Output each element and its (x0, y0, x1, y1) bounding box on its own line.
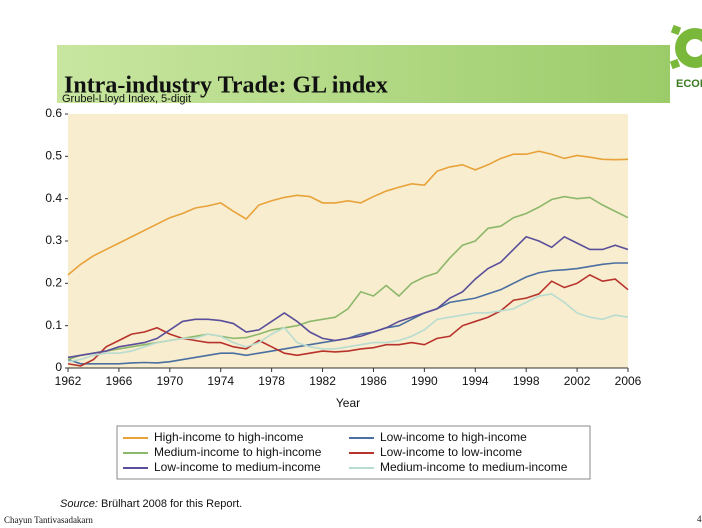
y-tick-label: 0.2 (45, 276, 62, 290)
legend-label: Low-income to high-income (380, 430, 527, 444)
x-tick-label: 1974 (207, 374, 234, 388)
logo-text: ECON (676, 78, 702, 90)
y-tick-label: 0.3 (45, 233, 62, 247)
x-tick-label: 1982 (309, 374, 336, 388)
y-tick-label: 0.4 (45, 191, 62, 205)
x-axis-label: Year (336, 396, 360, 410)
x-tick-label: 1978 (258, 374, 285, 388)
legend-label: High-income to high-income (154, 430, 304, 444)
series-line (67, 150, 629, 276)
legend-label: Medium-income to high-income (154, 445, 322, 459)
x-tick-label: 1962 (55, 374, 82, 388)
x-tick-label: 2006 (615, 374, 642, 388)
footer: Chayun Tantivasadakarn (4, 515, 93, 525)
legend-label: Medium-income to medium-income (380, 460, 568, 474)
y-tick-label: 0.5 (45, 149, 62, 163)
plot-area (68, 114, 628, 368)
series-line (67, 293, 629, 363)
legend-label: Low-income to low-income (380, 445, 522, 459)
x-tick-label: 1970 (156, 374, 183, 388)
slide-title: Intra-industry Trade: GL index (64, 73, 388, 99)
title-bar (57, 45, 670, 103)
x-tick-label: 1994 (462, 374, 489, 388)
source: Source: Brülhart 2008 for this Report. (60, 498, 242, 510)
x-tick-label: 1986 (360, 374, 387, 388)
series-line (67, 273, 629, 367)
page-number: 4 (697, 514, 702, 524)
source-text: Brülhart 2008 for this Report. (101, 498, 242, 510)
y-tick-label: 0.6 (45, 106, 62, 120)
x-tick-label: 1966 (106, 374, 133, 388)
y-tick-label: 0 (55, 360, 62, 374)
series-line (67, 235, 629, 359)
y-tick-label: 0.1 (45, 318, 62, 332)
y-axis-label: Grubel-Lloyd Index, 5-digit (62, 93, 191, 105)
source-label: Source: (60, 498, 98, 510)
logo: ECON (669, 24, 702, 90)
legend-label: Low-income to medium-income (154, 460, 321, 474)
x-tick-label: 1998 (513, 374, 540, 388)
x-tick-label: 2002 (564, 374, 591, 388)
x-tick-label: 1990 (411, 374, 438, 388)
